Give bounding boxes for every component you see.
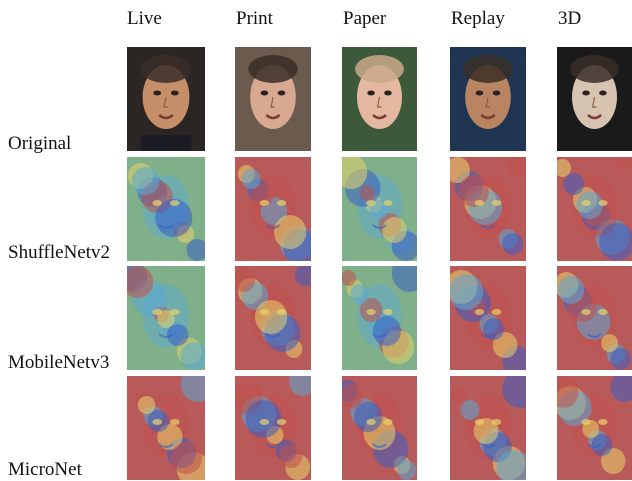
heatmap-mobilenetv3-print	[235, 266, 311, 370]
heatmap-mobilenetv3-replay	[450, 266, 526, 370]
face-image-paper	[342, 47, 417, 151]
face-image-3d	[557, 47, 632, 151]
heatmap-micronet-live	[127, 376, 205, 480]
heatmap-mobilenetv3-3d	[557, 266, 632, 370]
row-label-micronet: MicroNet	[8, 459, 82, 480]
heatmap-mobilenetv3-live	[127, 266, 205, 370]
column-label-3d: 3D	[558, 8, 582, 29]
face-image-print	[235, 47, 311, 151]
heatmap-micronet-3d	[557, 376, 632, 480]
heatmap-shufflenetv2-print	[235, 157, 311, 261]
heatmap-shufflenetv2-live	[127, 157, 205, 261]
heatmap-shufflenetv2-3d	[557, 157, 632, 261]
column-label-print: Print	[236, 8, 273, 29]
column-label-replay: Replay	[451, 8, 505, 29]
row-label-original: Original	[8, 133, 72, 154]
heatmap-mobilenetv3-paper	[342, 266, 417, 370]
heatmap-shufflenetv2-replay	[450, 157, 526, 261]
column-label-live: Live	[127, 8, 162, 29]
heatmap-micronet-print	[235, 376, 311, 480]
column-label-paper: Paper	[343, 8, 387, 29]
heatmap-micronet-paper	[342, 376, 417, 480]
face-image-replay	[450, 47, 526, 151]
heatmap-micronet-replay	[450, 376, 526, 480]
row-label-mobilenetv3: MobileNetv3	[8, 352, 110, 373]
row-label-shufflenetv2: ShuffleNetv2	[8, 242, 111, 263]
face-image-live	[127, 47, 205, 151]
heatmap-shufflenetv2-paper	[342, 157, 417, 261]
